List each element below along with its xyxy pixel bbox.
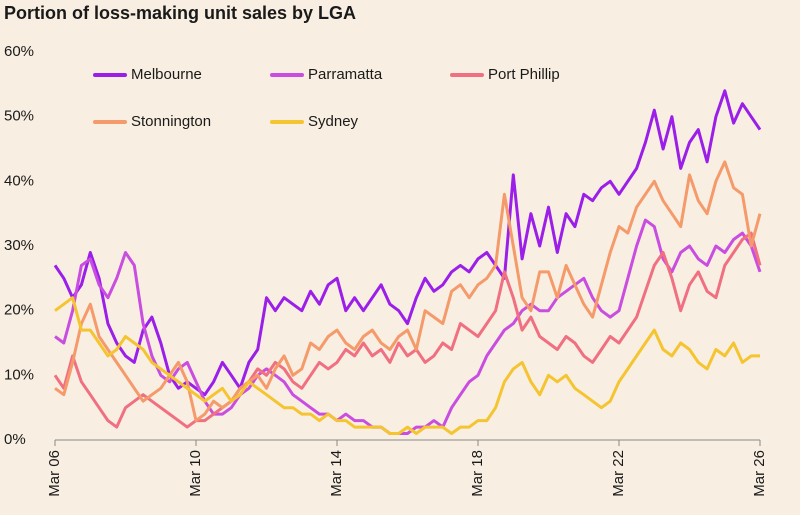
legend-label: Stonnington: [131, 113, 211, 130]
y-tick-label: 20%: [4, 302, 34, 319]
x-tick-label: Mar 10: [187, 450, 204, 497]
series-line: [53, 231, 762, 429]
series-line: [54, 296, 760, 435]
legend-label: Parramatta: [308, 66, 383, 83]
x-tick-label: Mar 14: [328, 450, 345, 497]
y-tick-label: 10%: [4, 366, 34, 383]
x-tick-label: Mar 06: [46, 450, 63, 497]
x-tick-label: Mar 22: [610, 450, 627, 497]
x-tick-label: Mar 18: [469, 450, 486, 497]
y-tick-label: 30%: [4, 237, 34, 254]
y-tick-label: 40%: [4, 172, 34, 189]
legend-label: Port Phillip: [488, 66, 560, 83]
y-tick-label: 50%: [4, 108, 34, 125]
x-tick-label: Mar 26: [751, 450, 768, 497]
y-tick-label: 0%: [4, 431, 26, 448]
series-line: [54, 160, 762, 423]
chart-title: Portion of loss-making unit sales by LGA: [4, 3, 356, 23]
y-tick-label: 60%: [4, 43, 34, 60]
legend-label: Sydney: [308, 113, 359, 130]
legend-label: Melbourne: [131, 66, 202, 83]
